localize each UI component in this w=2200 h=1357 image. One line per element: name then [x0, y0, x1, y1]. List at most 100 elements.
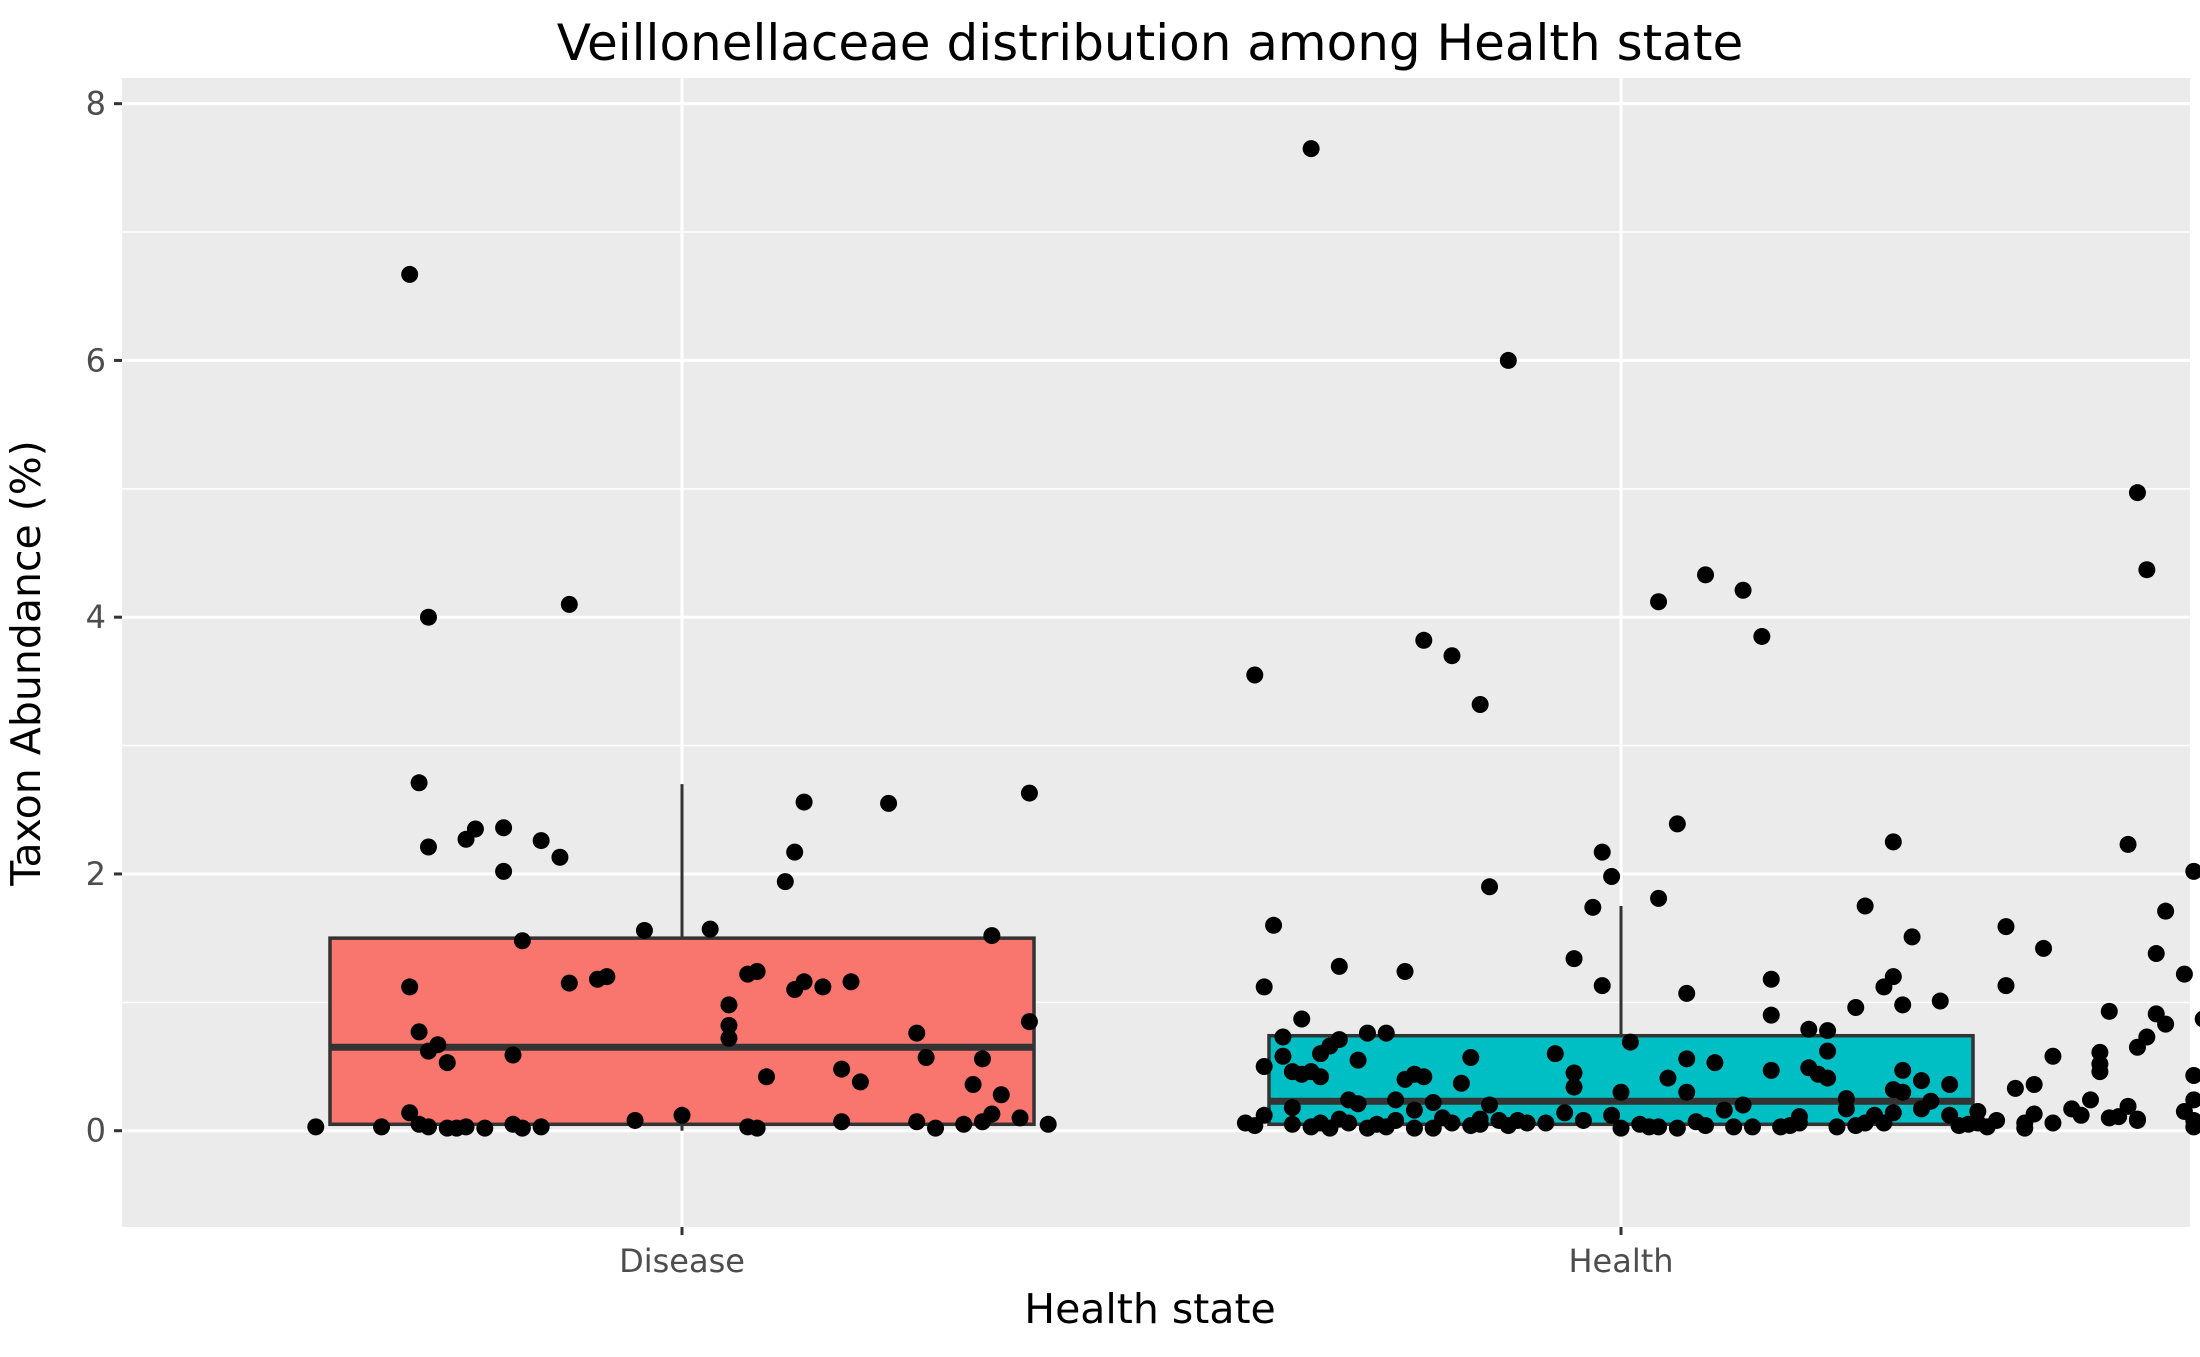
- data-point: [795, 973, 813, 991]
- data-point: [1358, 1024, 1376, 1042]
- data-point: [513, 932, 531, 950]
- data-point: [626, 1111, 644, 1129]
- data-point: [1706, 1054, 1724, 1072]
- data-point: [1847, 998, 1865, 1016]
- data-point: [1312, 1068, 1330, 1086]
- data-point: [1931, 992, 1949, 1010]
- data-point: [983, 1105, 1001, 1123]
- data-point: [419, 608, 437, 626]
- data-point: [814, 978, 832, 996]
- data-point: [401, 978, 419, 996]
- data-point: [1565, 1064, 1583, 1082]
- data-point: [1481, 1096, 1499, 1114]
- data-point: [1274, 1028, 1292, 1046]
- data-point: [701, 920, 719, 938]
- y-tick-label: 0: [86, 1112, 106, 1150]
- data-point: [1988, 1111, 2006, 1129]
- data-point: [748, 1119, 766, 1137]
- data-point: [1659, 1069, 1677, 1087]
- data-point: [1762, 1006, 1780, 1024]
- data-point: [1819, 1042, 1837, 1060]
- data-point: [964, 1075, 982, 1093]
- data-point: [401, 1104, 419, 1122]
- data-point: [1697, 1117, 1715, 1135]
- x-tick-label: Disease: [619, 1242, 745, 1280]
- data-point: [495, 862, 513, 880]
- data-point: [438, 1054, 456, 1072]
- data-point: [1020, 1013, 1038, 1031]
- data-point: [1452, 1074, 1470, 1092]
- data-point: [1997, 977, 2015, 995]
- data-point: [1246, 666, 1264, 684]
- data-point: [1302, 140, 1320, 158]
- data-point: [908, 1113, 926, 1131]
- data-point: [2185, 1091, 2200, 1109]
- data-point: [983, 927, 1001, 945]
- data-point: [1668, 815, 1686, 833]
- data-point: [2100, 1002, 2118, 1020]
- data-point: [739, 965, 757, 983]
- y-tick-label: 4: [86, 598, 106, 636]
- x-axis-title: Health state: [1024, 1285, 1276, 1333]
- data-point: [917, 1049, 935, 1067]
- data-point: [2138, 561, 2156, 579]
- data-point: [1283, 1099, 1301, 1117]
- data-point: [429, 1036, 447, 1054]
- data-point: [1884, 833, 1902, 851]
- y-axis-title: Taxon Abundance (%): [2, 440, 50, 886]
- data-point: [1377, 1024, 1395, 1042]
- data-point: [2072, 1106, 2090, 1124]
- data-point: [1894, 996, 1912, 1014]
- data-point: [992, 1086, 1010, 1104]
- data-point: [2194, 1011, 2200, 1027]
- data-point: [2175, 1102, 2193, 1120]
- data-point: [1396, 963, 1414, 981]
- data-point: [1903, 928, 1921, 946]
- data-point: [1743, 1118, 1761, 1136]
- data-point: [1856, 897, 1874, 915]
- data-point: [1387, 1091, 1405, 1109]
- data-point: [2035, 939, 2053, 957]
- data-point: [2185, 862, 2200, 880]
- data-point: [786, 843, 804, 861]
- x-tick-label: Health: [1568, 1242, 1673, 1280]
- data-point: [1265, 916, 1283, 934]
- data-point: [373, 1118, 391, 1136]
- data-point: [1697, 566, 1715, 584]
- data-point: [851, 1073, 869, 1091]
- data-point: [1668, 1119, 1686, 1137]
- data-point: [1283, 1115, 1301, 1133]
- data-point: [776, 873, 794, 891]
- data-point: [1518, 1114, 1536, 1132]
- data-point: [466, 820, 484, 838]
- data-point: [758, 1068, 776, 1086]
- chart-title: Veillonellaceae distribution among Healt…: [557, 14, 1744, 72]
- data-point: [1565, 950, 1583, 968]
- data-point: [2119, 1097, 2137, 1115]
- data-point: [833, 1060, 851, 1078]
- data-point: [1405, 1101, 1423, 1119]
- data-point: [307, 1118, 325, 1136]
- data-point: [833, 1113, 851, 1131]
- data-point: [419, 838, 437, 856]
- data-point: [532, 832, 550, 850]
- data-point: [673, 1106, 691, 1124]
- data-point: [1678, 1083, 1696, 1101]
- data-point: [1293, 1010, 1311, 1028]
- data-point: [1734, 1096, 1752, 1114]
- data-point: [1593, 977, 1611, 995]
- data-point: [1255, 978, 1273, 996]
- data-point: [1894, 1083, 1912, 1101]
- data-point: [720, 1029, 738, 1047]
- data-point: [908, 1024, 926, 1042]
- data-point: [2157, 1015, 2175, 1033]
- data-point: [1499, 351, 1517, 369]
- data-point: [973, 1050, 991, 1068]
- data-point: [1424, 1093, 1442, 1111]
- data-point: [419, 1118, 437, 1136]
- data-point: [1603, 868, 1621, 886]
- data-point: [2128, 1111, 2146, 1129]
- data-point: [1790, 1108, 1808, 1126]
- data-point: [795, 793, 813, 811]
